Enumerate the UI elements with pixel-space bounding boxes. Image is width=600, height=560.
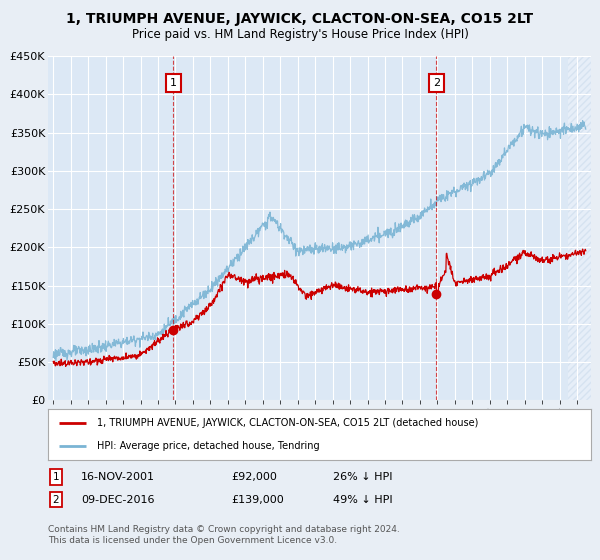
Text: 1, TRIUMPH AVENUE, JAYWICK, CLACTON-ON-SEA, CO15 2LT: 1, TRIUMPH AVENUE, JAYWICK, CLACTON-ON-S… (67, 12, 533, 26)
Text: £139,000: £139,000 (231, 494, 284, 505)
Text: 2: 2 (52, 494, 59, 505)
Text: 09-DEC-2016: 09-DEC-2016 (81, 494, 155, 505)
Text: £92,000: £92,000 (231, 472, 277, 482)
Text: HPI: Average price, detached house, Tendring: HPI: Average price, detached house, Tend… (97, 441, 319, 451)
Text: 2: 2 (433, 78, 440, 88)
Text: 49% ↓ HPI: 49% ↓ HPI (333, 494, 392, 505)
Text: 1: 1 (170, 78, 177, 88)
Text: 26% ↓ HPI: 26% ↓ HPI (333, 472, 392, 482)
Text: 1: 1 (52, 472, 59, 482)
Text: Price paid vs. HM Land Registry's House Price Index (HPI): Price paid vs. HM Land Registry's House … (131, 28, 469, 41)
Text: 16-NOV-2001: 16-NOV-2001 (81, 472, 155, 482)
Text: 1, TRIUMPH AVENUE, JAYWICK, CLACTON-ON-SEA, CO15 2LT (detached house): 1, TRIUMPH AVENUE, JAYWICK, CLACTON-ON-S… (97, 418, 478, 428)
Text: Contains HM Land Registry data © Crown copyright and database right 2024.
This d: Contains HM Land Registry data © Crown c… (48, 525, 400, 545)
